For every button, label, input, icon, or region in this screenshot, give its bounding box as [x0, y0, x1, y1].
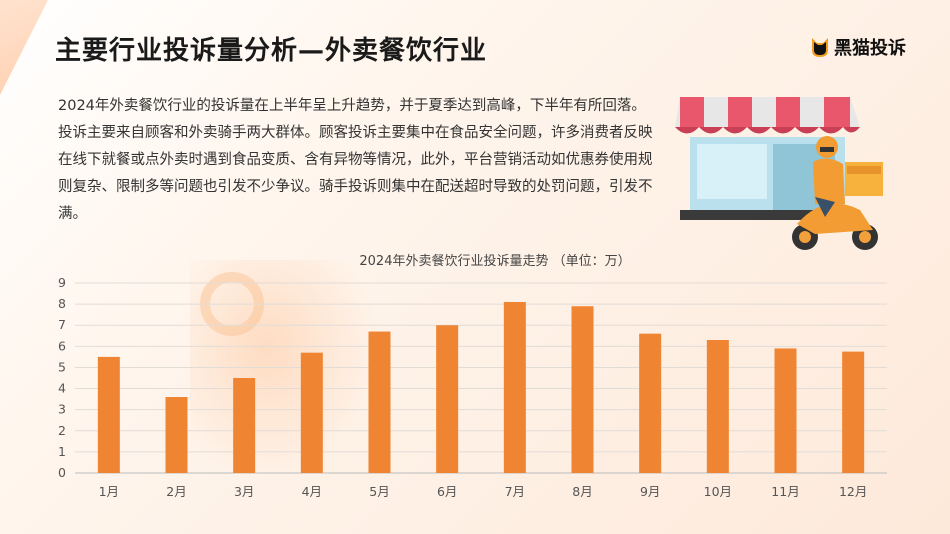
bar-11	[774, 348, 797, 473]
storefront-with-delivery-rider-icon	[675, 97, 883, 250]
y-tick-label: 6	[58, 338, 66, 353]
x-tick-label: 2月	[166, 484, 186, 499]
bar-10	[706, 340, 729, 473]
x-tick-label: 6月	[437, 484, 457, 499]
chart-title: 2024年外卖餐饮行业投诉量走势 （单位：万）	[359, 254, 631, 269]
x-tick-label: 8月	[572, 484, 592, 499]
brand-name: 黑猫投诉	[834, 38, 906, 59]
x-tick-label: 7月	[505, 484, 525, 499]
brand-logo: 黑猫投诉	[810, 34, 906, 60]
y-tick-label: 5	[58, 359, 66, 374]
bar-6	[436, 325, 459, 473]
x-tick-label: 4月	[302, 484, 322, 499]
x-tick-label: 5月	[369, 484, 389, 499]
y-tick-label: 8	[58, 296, 66, 311]
y-tick-label: 1	[58, 444, 66, 459]
y-tick-label: 4	[58, 381, 66, 396]
x-tick-label: 12月	[839, 484, 867, 499]
page-title: 主要行业投诉量分析—外卖餐饮行业	[55, 36, 488, 66]
x-tick-label: 1月	[99, 484, 119, 499]
black-cat-logo-icon	[812, 38, 828, 57]
x-tick-label: 9月	[640, 484, 660, 499]
bar-4	[300, 352, 323, 473]
y-tick-label: 3	[58, 402, 66, 417]
bar-3	[233, 378, 256, 473]
bar-2	[165, 397, 188, 473]
bar-1	[97, 356, 120, 473]
bar-12	[842, 351, 865, 473]
bar-9	[639, 333, 662, 473]
x-tick-label: 10月	[704, 484, 732, 499]
bar-8	[571, 306, 594, 473]
description-text: 2024年外卖餐饮行业的投诉量在上半年呈上升趋势，并于夏季达到高峰，下半年有所回…	[58, 98, 653, 222]
y-tick-label: 9	[58, 275, 66, 290]
bar-7	[503, 302, 526, 473]
bar-5	[368, 331, 391, 473]
x-tick-label: 11月	[771, 484, 799, 499]
y-tick-label: 7	[58, 317, 66, 332]
x-tick-label: 3月	[234, 484, 254, 499]
y-tick-label: 2	[58, 423, 66, 438]
y-tick-label: 0	[58, 465, 66, 480]
